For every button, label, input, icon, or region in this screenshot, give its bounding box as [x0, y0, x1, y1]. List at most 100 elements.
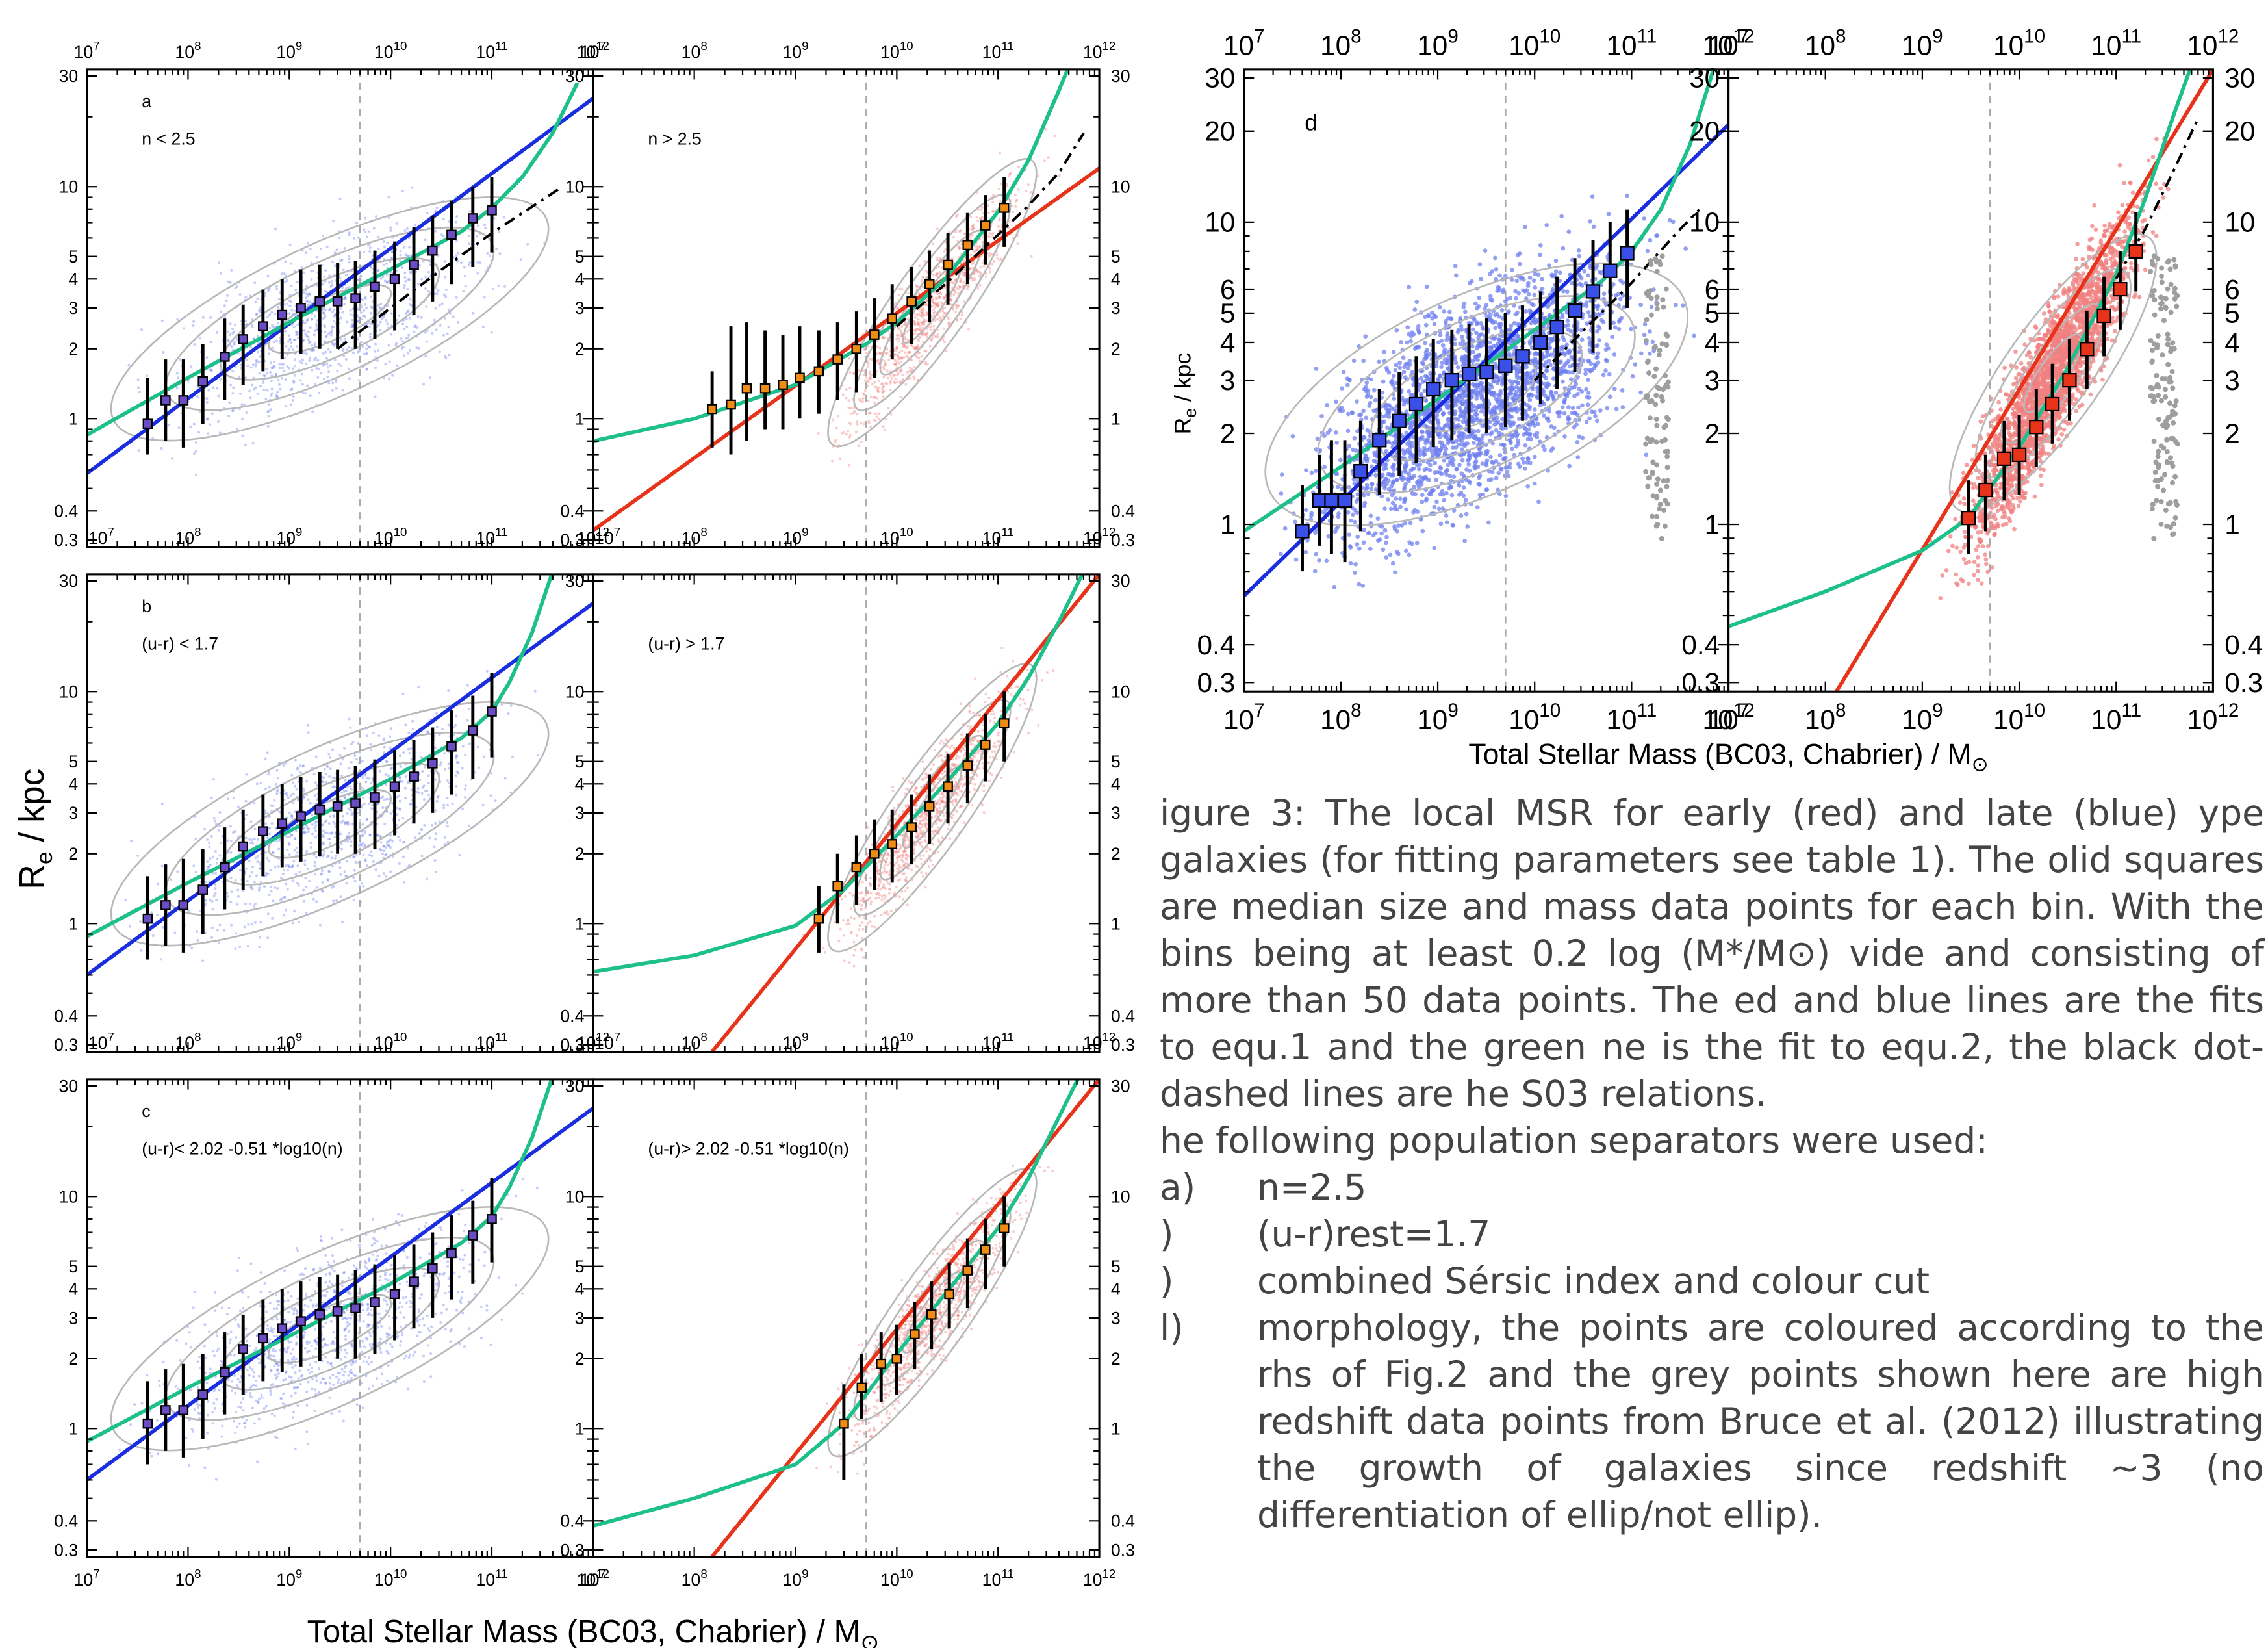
high-redshift-points-left: [1643, 253, 1671, 541]
y-tick-label: 0.3: [1681, 667, 1720, 698]
median-marker: [943, 259, 953, 270]
median-marker: [296, 811, 306, 821]
median-marker: [1408, 396, 1424, 412]
caption-item-label: a): [1160, 1166, 1196, 1208]
y-tick-label: 20: [1689, 116, 1720, 147]
ticks: [86, 1079, 594, 1557]
x-tick-label-bottom: 107: [580, 1567, 606, 1590]
median-marker: [350, 293, 361, 303]
median-marker: [178, 900, 189, 910]
panel-subtitle: (u-r)< 2.02 -0.51 *log10(n): [142, 1139, 342, 1159]
caption-item-label: ): [1160, 1213, 1174, 1255]
median-marker: [446, 741, 457, 752]
median-marker: [314, 296, 325, 307]
y-tick-label: 10: [565, 682, 585, 702]
y-tick-label: 0.4: [560, 502, 584, 521]
y-tick-label: 30: [565, 1076, 585, 1096]
y-tick-label: 4: [575, 1280, 585, 1299]
x-tick-label-inner: 109: [276, 1030, 302, 1053]
x-tick-label-top: 1011: [1606, 26, 1657, 61]
median-marker: [2011, 447, 2027, 462]
x-tick-label-top: 109: [782, 39, 808, 62]
y-tick-label: 5: [68, 1257, 78, 1276]
scatter-cloud: [124, 669, 540, 962]
median-marker: [389, 274, 400, 285]
caption-item-text: combined Sérsic index and colour cut: [1257, 1260, 1930, 1302]
median-marker: [277, 818, 288, 829]
fit-line: [86, 1107, 593, 1482]
median-marker: [409, 771, 419, 782]
y-tick-label: 5: [575, 247, 585, 266]
y-tick-label: 5: [68, 247, 78, 266]
median-marker: [220, 352, 230, 362]
x-tick-label-inner: 109: [782, 1030, 808, 1053]
x-tick-label-bottom: 109: [782, 1567, 808, 1590]
y-tick-label-right: 20: [2224, 116, 2255, 147]
y-tick-label: 10: [59, 1187, 79, 1207]
y-tick-label: 6: [1705, 274, 1720, 305]
density-contours: [110, 1206, 550, 1452]
median-points: [1295, 209, 1635, 572]
y-tick-label: 2: [68, 844, 78, 864]
y-tick-label: 3: [575, 803, 585, 823]
median-marker: [2113, 281, 2128, 297]
median-marker: [1392, 413, 1407, 428]
y-tick-label: 3: [68, 1308, 78, 1328]
median-marker: [468, 725, 478, 736]
y-tick-label: 10: [565, 1187, 585, 1207]
scatter-cloud: [1928, 136, 2171, 600]
median-marker: [142, 913, 153, 924]
y-tick-label-right: 30: [1111, 1076, 1130, 1096]
y-tick-label: 3: [575, 298, 585, 318]
panel-d-left: 0.30.41234561020301071071081081091091010…: [1197, 26, 1755, 736]
y-tick-label-right: 3: [2224, 365, 2240, 396]
median-marker: [980, 740, 991, 750]
contour-level-2: [164, 226, 495, 411]
plot-area: [592, 1079, 1100, 1557]
y-tick-label: 0.3: [560, 1540, 584, 1560]
density-contours: [110, 196, 550, 442]
contour-level-2: [853, 1204, 1012, 1422]
y-tick-label-right: 0.3: [1111, 530, 1135, 550]
x-tick-label-bottom: 109: [1902, 700, 1943, 735]
scatter-cloud: [121, 177, 546, 476]
x-tick-label-top: 1012: [2187, 26, 2239, 61]
median-marker: [1312, 493, 1327, 508]
median-marker: [350, 1303, 361, 1313]
y-tick-label: 30: [59, 66, 79, 86]
median-marker: [1996, 451, 2012, 467]
x-tick-label-top: 1010: [374, 39, 407, 62]
x-tick-label-bottom: 1010: [1509, 700, 1561, 735]
median-marker: [409, 1276, 419, 1287]
median-points: [707, 177, 1010, 455]
y-tick-label-right: 1: [1111, 914, 1121, 934]
y-tick-label-right: 0.3: [1111, 1540, 1135, 1560]
y-tick-label: 30: [1204, 63, 1235, 94]
scatter-cloud: [817, 128, 1061, 467]
fit-line: [710, 574, 1100, 1052]
caption-item-c: ) combined Sérsic index and colour cut: [1160, 1257, 2264, 1304]
median-marker: [314, 1309, 325, 1320]
y-tick-label: 30: [59, 571, 79, 591]
y-tick-label: 0.3: [54, 1035, 78, 1055]
x-tick-label-top: 1010: [880, 39, 913, 62]
median-marker: [851, 343, 862, 354]
y-tick-label-right: 0.4: [1111, 1512, 1135, 1531]
green-fit-line: [1243, 69, 1716, 533]
median-marker: [2096, 308, 2111, 324]
contour-level-1: [110, 701, 550, 947]
median-marker: [258, 1333, 268, 1344]
x-tick-label-inner: 1011: [982, 525, 1014, 548]
contour-level-1: [1948, 233, 2158, 513]
caption-item-text: n=2.5: [1257, 1166, 1367, 1208]
x-tick-label-top: 109: [1417, 26, 1459, 61]
x-tick-label-bottom: 1011: [2091, 700, 2141, 735]
median-marker: [332, 1306, 343, 1317]
median-marker: [160, 395, 171, 406]
x-axis-title-d: Total Stellar Mass (BC03, Chabrier) / M⊙: [1468, 739, 1988, 776]
median-marker: [887, 313, 898, 324]
median-marker: [759, 383, 771, 394]
median-marker: [238, 841, 249, 852]
panel-subtitle: (u-r)> 2.02 -0.51 *log10(n): [648, 1139, 848, 1159]
